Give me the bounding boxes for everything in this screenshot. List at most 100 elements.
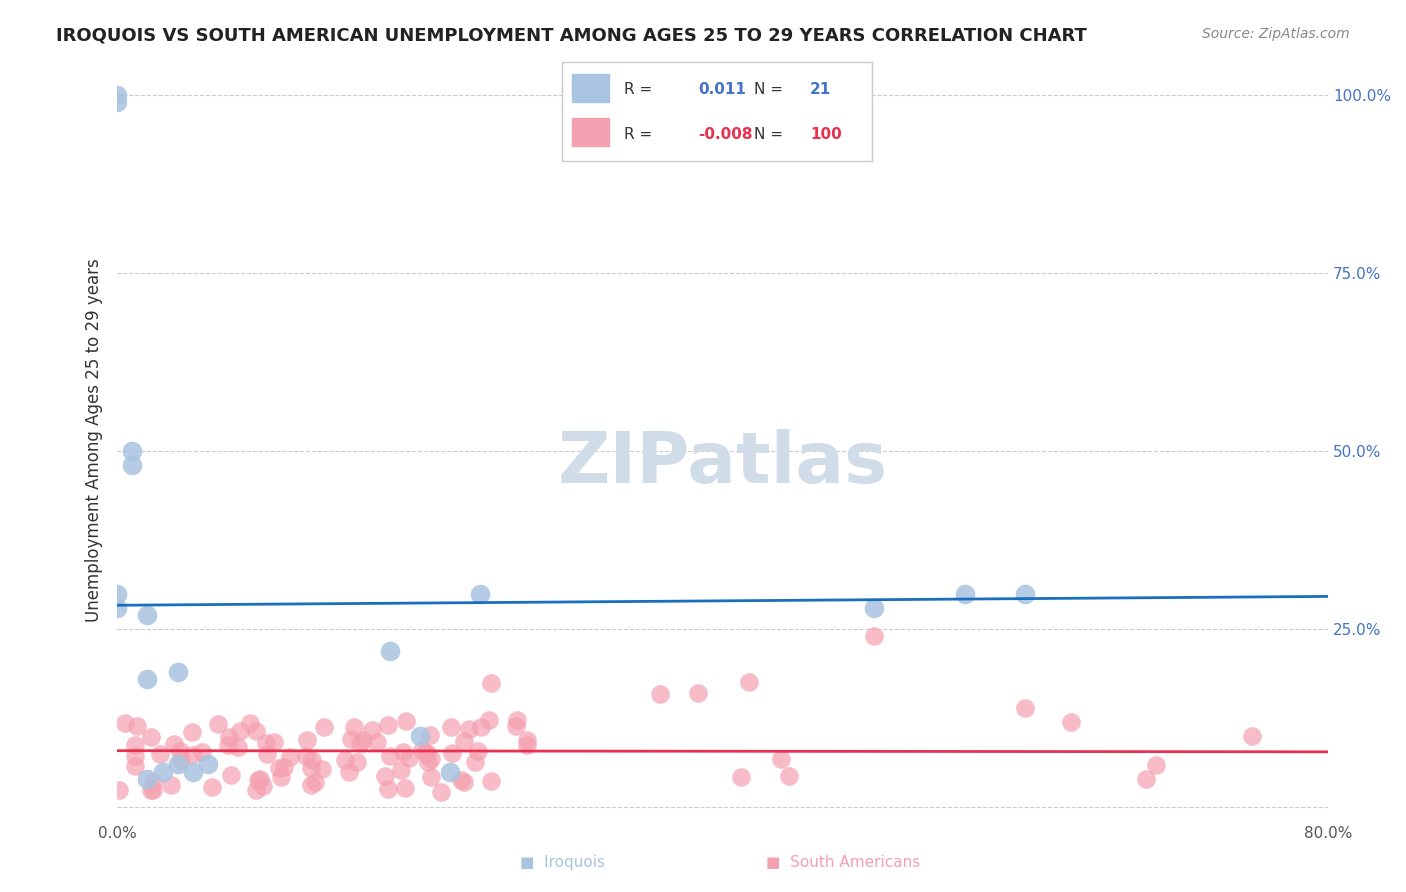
Text: 21: 21: [810, 82, 831, 97]
Text: ■  Iroquois: ■ Iroquois: [520, 855, 605, 870]
Point: [349, 736, 371, 750]
Point: [738, 675, 761, 690]
Point: [440, 719, 463, 733]
Point: [479, 675, 502, 690]
Point: [516, 733, 538, 747]
Point: [953, 586, 976, 600]
Point: [139, 731, 162, 745]
Point: [269, 761, 291, 775]
Text: ■  South Americans: ■ South Americans: [766, 855, 921, 870]
Point: [136, 607, 159, 622]
Point: [239, 716, 262, 731]
Point: [863, 600, 886, 615]
Point: [361, 723, 384, 737]
Point: [398, 750, 420, 764]
Text: IROQUOIS VS SOUTH AMERICAN UNEMPLOYMENT AMONG AGES 25 TO 29 YEARS CORRELATION CH: IROQUOIS VS SOUTH AMERICAN UNEMPLOYMENT …: [56, 27, 1087, 45]
Point: [207, 716, 229, 731]
Point: [1014, 700, 1036, 714]
Point: [516, 738, 538, 752]
Point: [730, 770, 752, 784]
Point: [337, 764, 360, 779]
Point: [191, 745, 214, 759]
Point: [181, 764, 204, 779]
Point: [217, 738, 239, 752]
Point: [416, 756, 439, 770]
Point: [295, 748, 318, 763]
Point: [1014, 586, 1036, 600]
Point: [374, 769, 396, 783]
Point: [778, 769, 800, 783]
Point: [377, 717, 399, 731]
Point: [346, 755, 368, 769]
Point: [304, 775, 326, 789]
Point: [470, 720, 492, 734]
Point: [124, 759, 146, 773]
Point: [141, 782, 163, 797]
Point: [470, 586, 492, 600]
Text: 100: 100: [810, 127, 842, 142]
Point: [229, 723, 252, 738]
Bar: [572, 119, 609, 145]
Point: [252, 779, 274, 793]
Point: [142, 782, 165, 797]
Point: [333, 752, 356, 766]
Point: [166, 665, 188, 679]
Point: [411, 743, 433, 757]
Point: [263, 735, 285, 749]
Point: [352, 733, 374, 747]
Point: [343, 720, 366, 734]
Text: 0.011: 0.011: [699, 82, 747, 97]
Point: [863, 629, 886, 643]
Text: R =: R =: [624, 127, 652, 142]
Point: [197, 757, 219, 772]
Point: [152, 764, 174, 779]
Point: [395, 714, 418, 729]
Text: Source: ZipAtlas.com: Source: ZipAtlas.com: [1202, 27, 1350, 41]
Point: [479, 774, 502, 789]
Point: [453, 774, 475, 789]
Point: [121, 444, 143, 458]
Y-axis label: Unemployment Among Ages 25 to 29 years: Unemployment Among Ages 25 to 29 years: [86, 259, 103, 623]
Point: [125, 719, 148, 733]
Point: [440, 746, 463, 760]
Point: [105, 600, 128, 615]
Point: [226, 739, 249, 754]
Point: [439, 764, 461, 779]
Point: [124, 739, 146, 753]
Text: -0.008: -0.008: [699, 127, 754, 142]
Point: [409, 729, 432, 743]
Point: [121, 458, 143, 473]
Point: [380, 749, 402, 764]
Point: [136, 772, 159, 786]
Point: [450, 772, 472, 787]
Point: [170, 753, 193, 767]
Point: [419, 770, 441, 784]
Text: N =: N =: [754, 82, 783, 97]
Point: [278, 750, 301, 764]
Text: ZIPatlas: ZIPatlas: [558, 429, 887, 498]
Point: [169, 744, 191, 758]
Point: [181, 747, 204, 762]
Point: [453, 734, 475, 748]
Point: [105, 88, 128, 103]
Point: [770, 752, 793, 766]
Point: [299, 778, 322, 792]
Point: [142, 775, 165, 789]
Point: [219, 768, 242, 782]
Point: [650, 687, 672, 701]
Point: [340, 732, 363, 747]
Point: [416, 746, 439, 760]
Point: [149, 747, 172, 762]
Text: R =: R =: [624, 82, 652, 97]
Point: [463, 755, 485, 769]
Point: [1241, 729, 1264, 743]
Point: [245, 724, 267, 739]
Point: [1135, 772, 1157, 786]
Text: N =: N =: [754, 127, 783, 142]
Point: [295, 733, 318, 747]
Point: [166, 757, 188, 772]
Point: [218, 730, 240, 744]
Point: [136, 672, 159, 686]
Point: [389, 764, 412, 778]
Point: [419, 728, 441, 742]
